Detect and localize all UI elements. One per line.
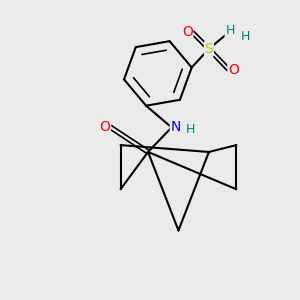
- Text: S: S: [205, 42, 213, 56]
- Text: N: N: [225, 27, 236, 41]
- Text: N: N: [170, 120, 181, 134]
- Text: O: O: [182, 25, 193, 39]
- Text: O: O: [228, 62, 239, 76]
- Text: O: O: [99, 120, 110, 134]
- Text: H: H: [185, 123, 195, 136]
- Text: H: H: [240, 30, 250, 43]
- Text: H: H: [226, 24, 235, 38]
